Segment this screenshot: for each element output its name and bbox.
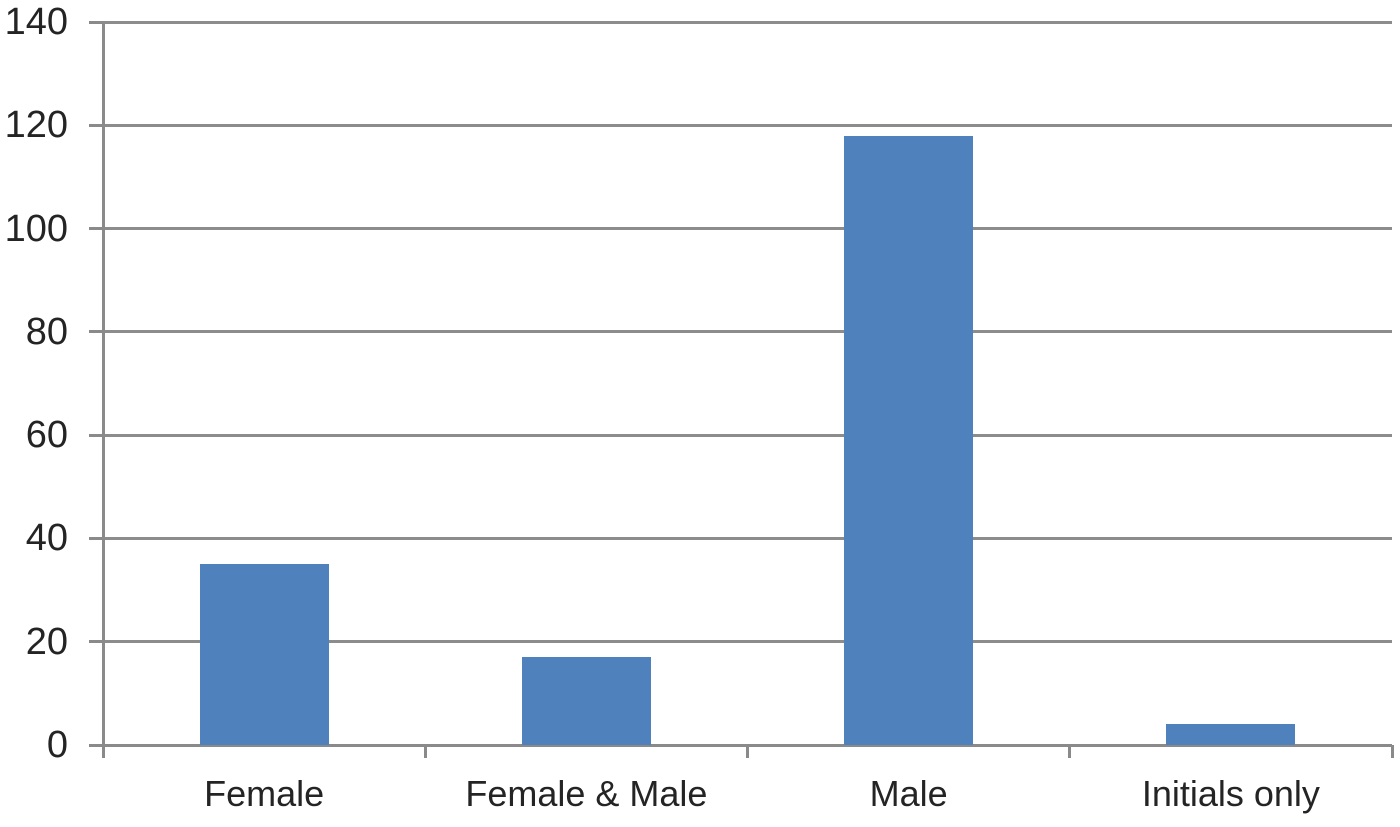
y-axis-tick [89,433,103,437]
bar-female-male [521,657,651,745]
x-axis-label: Initials only [1141,773,1320,814]
y-axis-tick [89,640,103,644]
bar-male [844,135,974,745]
y-axis-label: 80 [25,310,68,353]
gridline [103,536,1392,540]
y-axis-label: 140 [4,1,68,43]
y-axis-label: 120 [4,104,68,147]
y-axis-tick [89,123,103,127]
gridline [103,20,1392,24]
x-axis-tick [746,745,749,758]
gridline [103,433,1392,437]
y-axis-tick [89,743,103,747]
x-axis-tick [1068,745,1072,758]
y-axis-label: 0 [46,724,68,766]
y-axis-label: 100 [4,207,68,250]
gridline [103,227,1392,231]
y-axis-label: 60 [25,414,68,457]
x-axis-label: Female [204,773,325,814]
y-axis-tick [89,330,103,334]
x-axis-label: Male [869,773,948,814]
y-axis-tick [89,536,103,540]
bar-initials-only [1166,724,1296,745]
y-axis-label: 20 [25,620,68,663]
y-axis-tick [89,20,103,24]
gridline [103,640,1392,644]
gridline [103,123,1392,127]
x-axis-tick [1390,745,1394,758]
gridline [103,330,1392,334]
y-axis-line [101,22,105,758]
bar-female [199,564,329,745]
y-axis-tick [89,227,103,231]
y-axis-label: 40 [25,517,68,560]
x-axis-tick [423,745,427,758]
x-axis-label: Female & Male [465,773,708,814]
